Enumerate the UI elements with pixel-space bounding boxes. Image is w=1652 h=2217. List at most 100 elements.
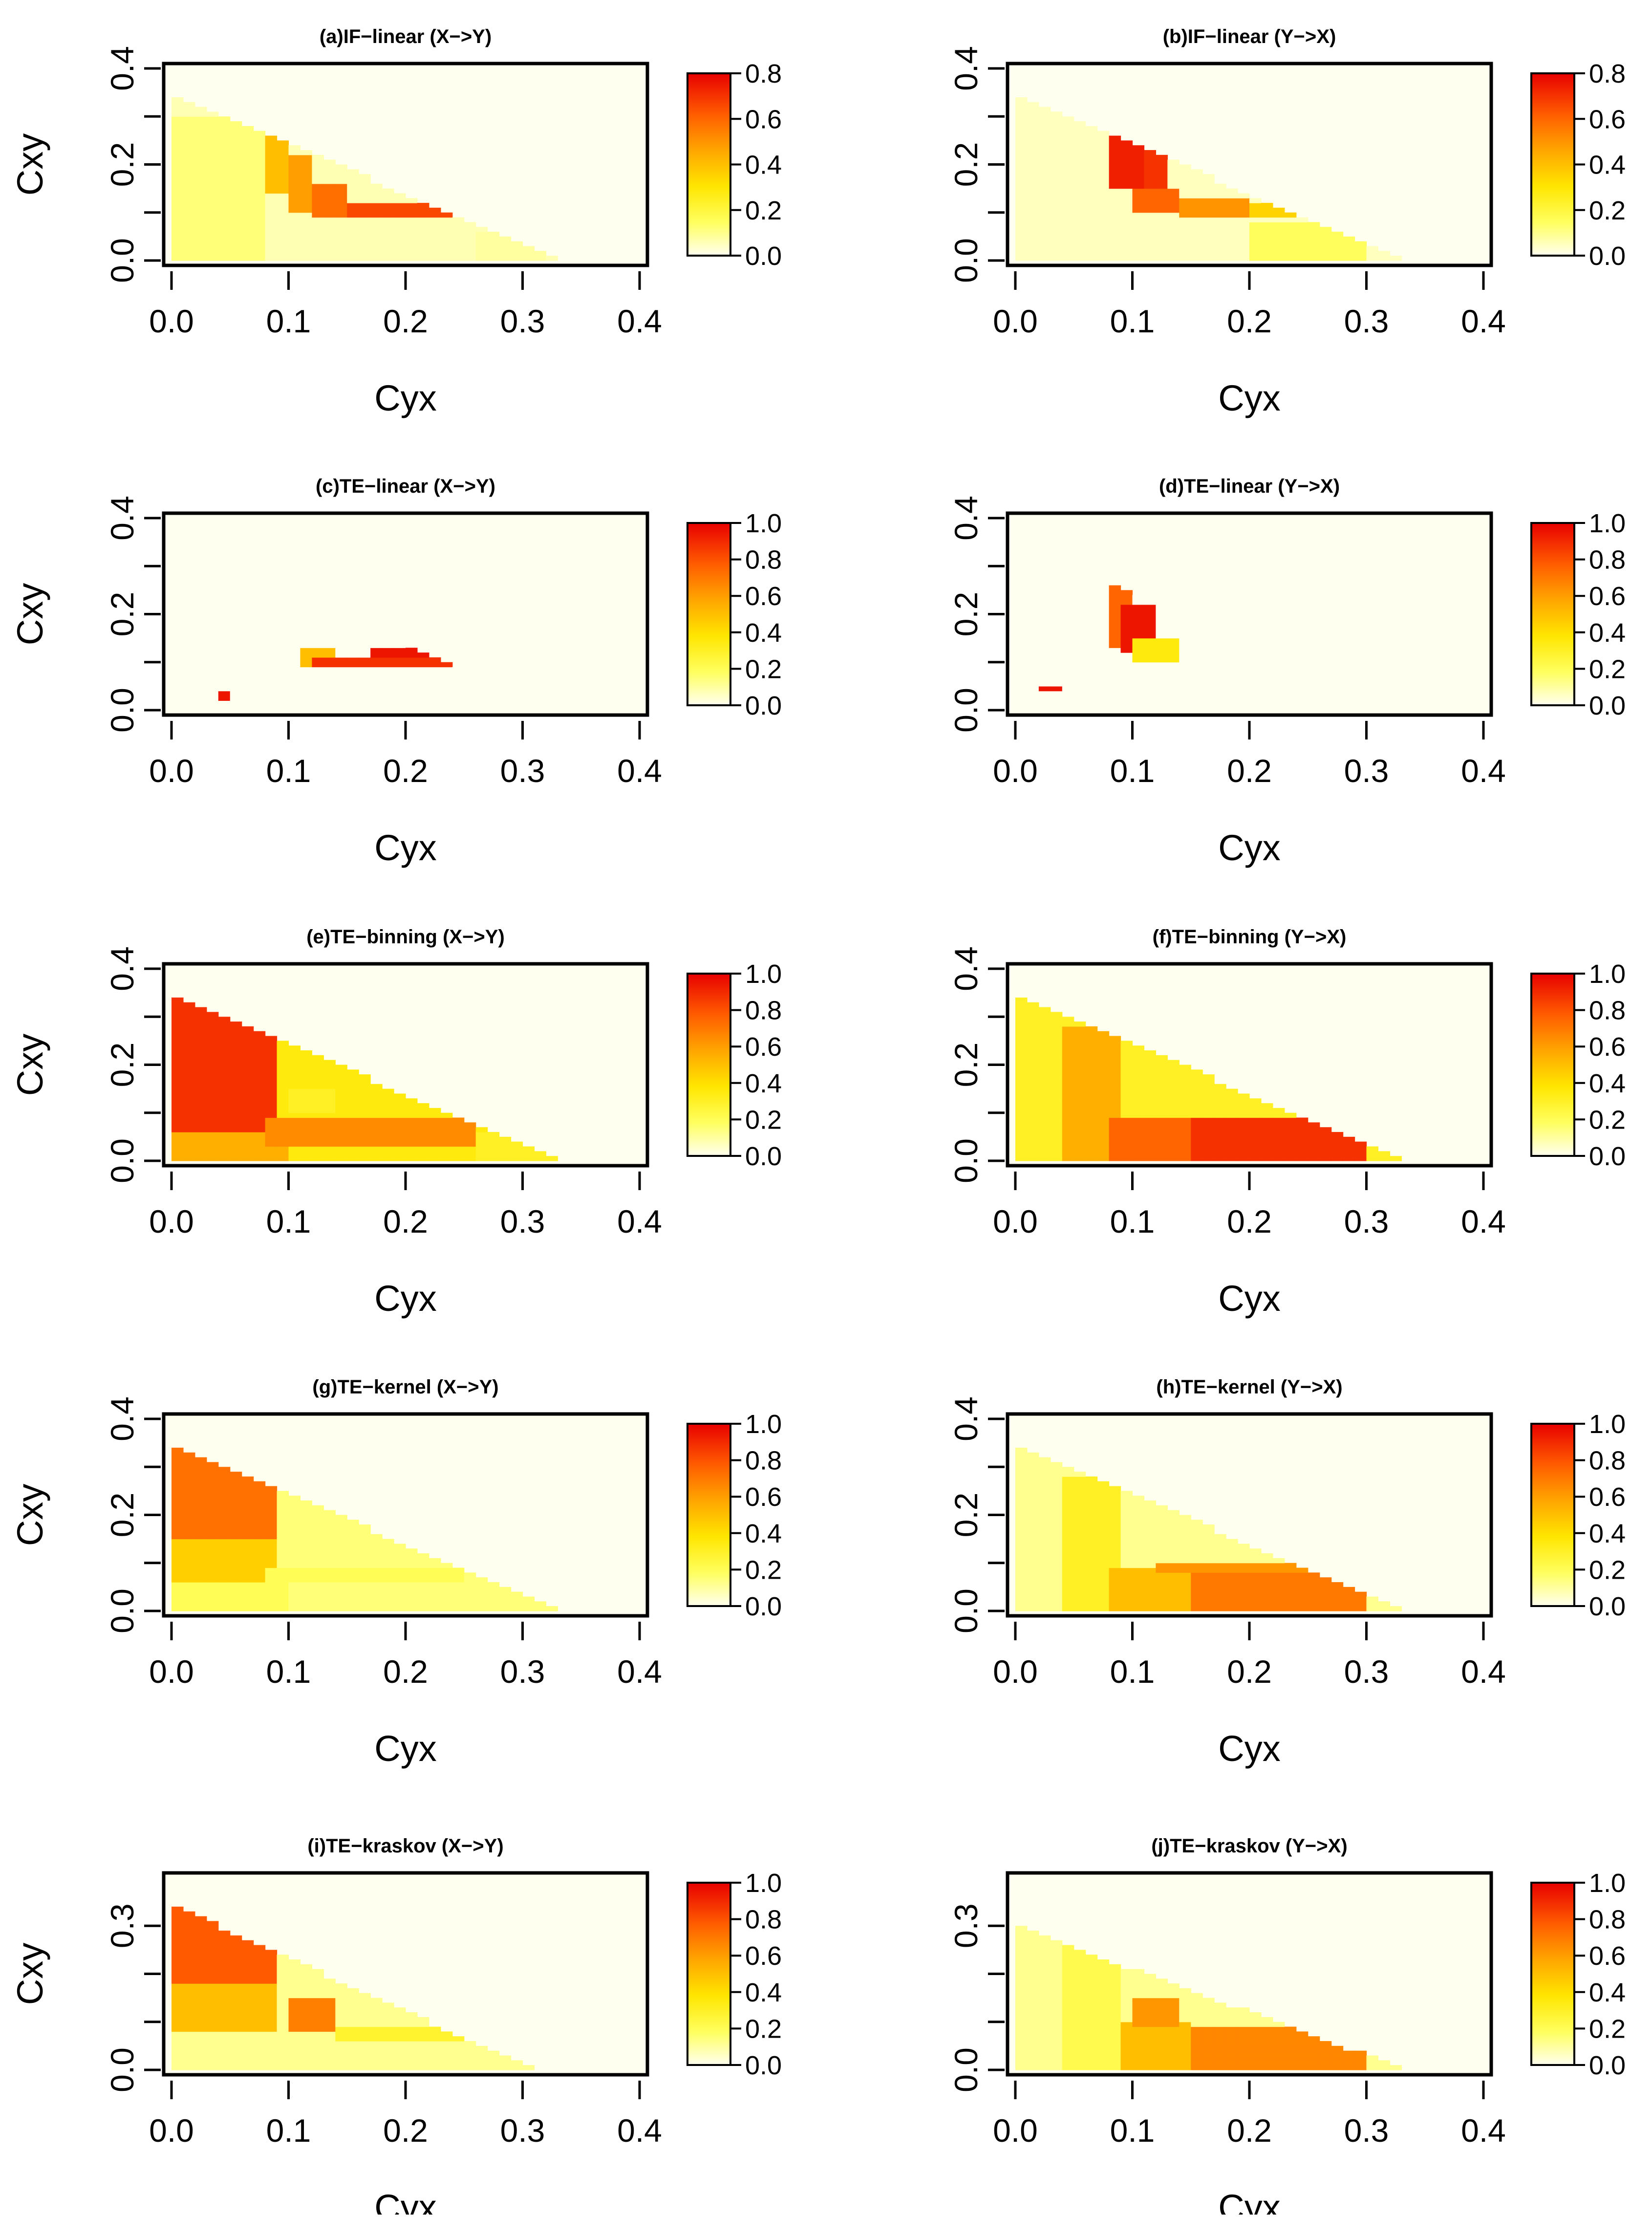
heatmap-cell [1144, 160, 1156, 165]
heatmap-cell [172, 1022, 184, 1026]
heatmap-cell [1097, 586, 1110, 590]
heatmap-cell [254, 150, 266, 155]
heatmap-cell [183, 136, 195, 141]
heatmap-cell [1074, 681, 1086, 686]
heatmap-cell [254, 1543, 266, 1548]
heatmap-cell [1191, 1137, 1203, 1142]
heatmap-cell [394, 1098, 406, 1103]
heatmap-cell [172, 1572, 184, 1577]
heatmap-cell [242, 1074, 254, 1079]
heatmap-cell [488, 700, 500, 705]
heatmap-cell [417, 667, 429, 672]
heatmap-cell [1133, 609, 1145, 614]
heatmap-cell [1179, 657, 1191, 662]
heatmap-cell [218, 198, 231, 203]
heatmap-cell [1109, 691, 1121, 696]
heatmap-cell [289, 1156, 301, 1161]
heatmap-cell [1039, 1151, 1051, 1156]
heatmap-cell [1355, 241, 1367, 246]
heatmap-cell [1027, 1515, 1039, 1520]
heatmap-cell [1074, 246, 1086, 251]
heatmap-cell [452, 1118, 465, 1123]
heatmap-cell [1062, 705, 1074, 710]
heatmap-cell [1097, 681, 1110, 686]
heatmap-cell [1191, 217, 1203, 222]
heatmap-cell [370, 705, 383, 710]
heatmap-cell [347, 1147, 359, 1152]
heatmap-cell [1086, 1510, 1098, 1515]
heatmap-cell [230, 1568, 242, 1573]
heatmap-cell [183, 203, 195, 208]
heatmap-cell [289, 614, 301, 619]
heatmap-cell [183, 1012, 195, 1017]
heatmap-cell [1121, 1577, 1133, 1582]
heatmap-cell [218, 1093, 231, 1098]
heatmap-cell [1144, 1060, 1156, 1065]
heatmap-cell [1191, 700, 1203, 705]
heatmap-cell [289, 1098, 301, 1103]
heatmap-cell [183, 1462, 195, 1467]
heatmap-cell [1086, 1524, 1098, 1529]
heatmap-cell [382, 1553, 394, 1558]
heatmap-cell [1062, 1563, 1074, 1568]
heatmap-cell [230, 614, 242, 619]
heatmap-cell [1097, 1084, 1110, 1089]
heatmap-cell [534, 700, 546, 705]
heatmap-cell [230, 1597, 242, 1602]
heatmap-cell [207, 561, 219, 566]
heatmap-cell [1051, 1137, 1063, 1142]
heatmap-cell [1109, 672, 1121, 676]
heatmap-cell [172, 1524, 184, 1529]
heatmap-cell [359, 1529, 371, 1534]
heatmap-cell [1062, 174, 1074, 179]
heatmap-cell [406, 237, 418, 241]
heatmap-cell [1097, 251, 1110, 256]
heatmap-cell [1051, 624, 1063, 629]
heatmap-cell [1074, 155, 1086, 160]
heatmap-cell [1121, 1151, 1133, 1156]
heatmap-cell [1226, 227, 1238, 232]
heatmap-cell [1320, 1577, 1332, 1582]
heatmap-cell [289, 1520, 301, 1524]
heatmap-cell [464, 1606, 476, 1611]
heatmap-cell [1191, 676, 1203, 681]
heatmap-cell [1191, 1069, 1203, 1074]
heatmap-cell [382, 705, 394, 710]
heatmap-cell [1015, 1606, 1028, 1611]
heatmap-cell [488, 256, 500, 261]
heatmap-cell [300, 1587, 312, 1592]
heatmap-cell [183, 1974, 195, 1979]
heatmap-cell [1015, 1467, 1028, 1472]
heatmap-cell [1133, 700, 1145, 705]
heatmap-cell [1144, 648, 1156, 652]
heatmap-cell [1320, 1606, 1332, 1611]
heatmap-cell [183, 696, 195, 701]
heatmap-cell [277, 696, 289, 701]
heatmap-cell [370, 1577, 383, 1582]
heatmap-cell [323, 643, 336, 648]
heatmap-cell [207, 686, 219, 691]
heatmap-cell [1015, 624, 1028, 629]
heatmap-cell [300, 672, 312, 676]
heatmap-cell [312, 179, 324, 184]
heatmap-cell [1039, 136, 1051, 141]
heatmap-cell [1074, 1496, 1086, 1500]
heatmap-cell [172, 1060, 184, 1065]
heatmap-cell [1027, 1491, 1039, 1496]
heatmap-cell [347, 198, 359, 203]
heatmap-cell [207, 696, 219, 701]
heatmap-cell [1367, 1151, 1379, 1156]
heatmap-cell [277, 1151, 289, 1156]
heatmap-cell [277, 1548, 289, 1553]
heatmap-cell [1109, 609, 1121, 614]
heatmap-cell [1015, 686, 1028, 691]
heatmap-cell [1308, 696, 1320, 701]
heatmap-cell [1039, 638, 1051, 643]
heatmap-cell [1039, 1041, 1051, 1045]
heatmap-cell [347, 227, 359, 232]
heatmap-cell [172, 1606, 184, 1611]
heatmap-cell [1051, 145, 1063, 150]
heatmap-cell [207, 614, 219, 619]
heatmap-cell [300, 241, 312, 246]
heatmap-cell [1086, 1568, 1098, 1573]
